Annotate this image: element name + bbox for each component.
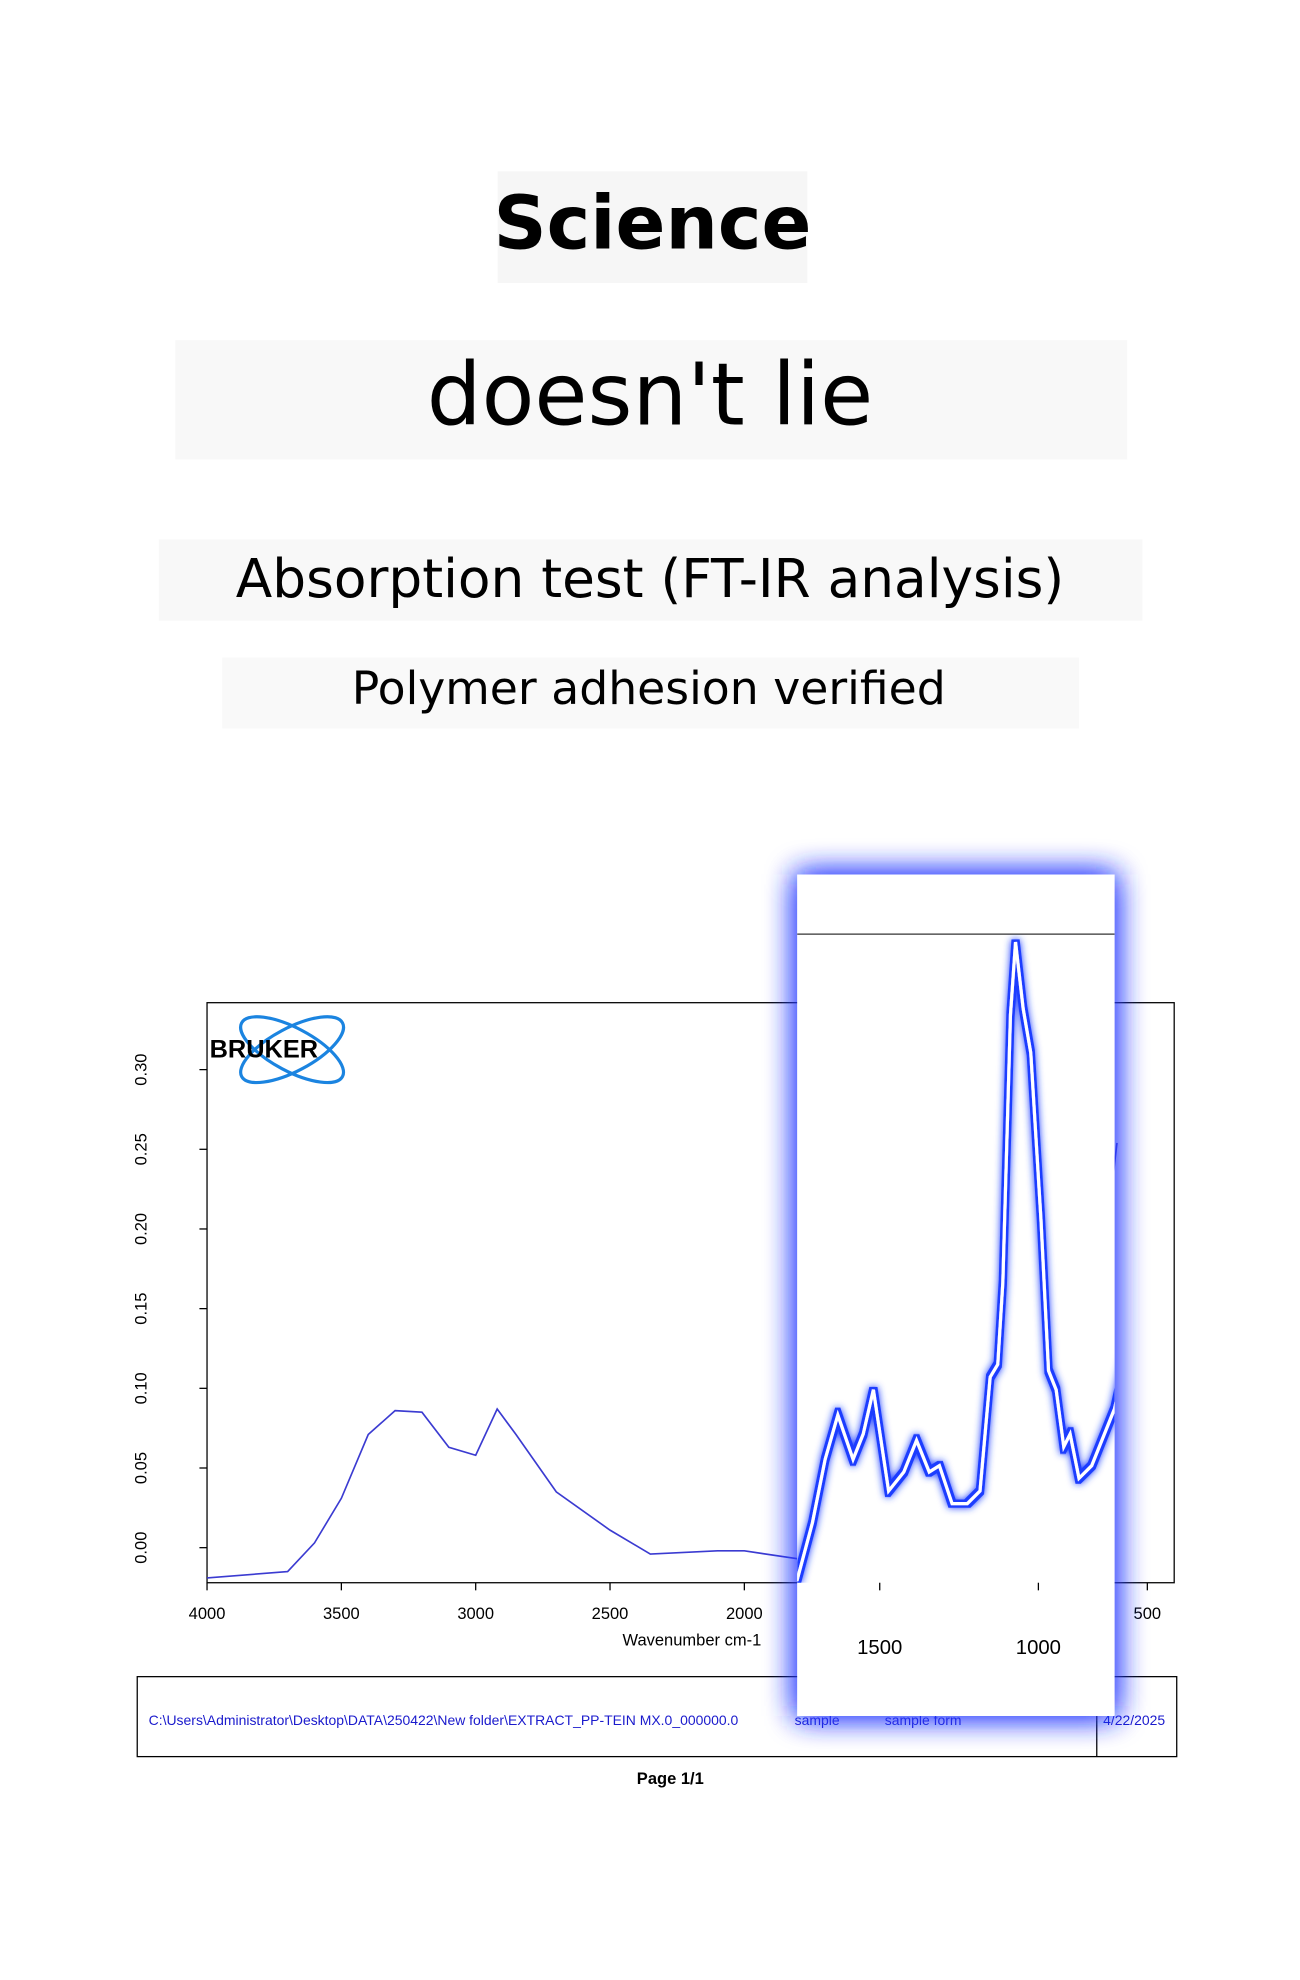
y-tick-label: 0.00 [133, 1532, 151, 1564]
title: Science [494, 181, 812, 266]
date: 4/22/2025 [1103, 1712, 1165, 1728]
x-tick-label: 2000 [726, 1605, 763, 1623]
footer-box [136, 1676, 1178, 1758]
inset-plot: 1500 1000 [797, 941, 1115, 1659]
logo: BRUKER [210, 1015, 346, 1085]
file-path: C:\Users\Administrator\Desktop\DATA\2504… [149, 1712, 739, 1728]
inset-panel [797, 874, 1115, 1716]
page-number: Page 1/1 [637, 1770, 704, 1788]
logo-text: BRUKER [210, 1036, 319, 1064]
x-tick-label: 4000 [189, 1605, 226, 1623]
claim: Polymer adhesion verified [352, 662, 946, 715]
y-tick-label: 0.10 [133, 1372, 151, 1404]
x-tick-label: 500 [1134, 1605, 1162, 1623]
y-tick-label: 0.25 [133, 1133, 151, 1165]
x-tick-label: 3000 [457, 1605, 494, 1623]
y-tick-label: 0.20 [133, 1213, 151, 1245]
subtitle-bg [175, 340, 1128, 460]
y-tick-label: 0.30 [133, 1054, 151, 1086]
y-tick-label: 0.05 [133, 1452, 151, 1484]
title-bg [497, 171, 808, 284]
x-axis-label: Wavenumber cm-1 [623, 1631, 762, 1649]
test-label: Absorption test (FT-IR analysis) [236, 548, 1064, 610]
test-bg [158, 539, 1143, 621]
logo-orbit [239, 1015, 346, 1085]
inset-spectrum-line [797, 941, 1115, 1582]
subtitle: doesn't lie [427, 346, 873, 446]
logo-orbit [239, 1015, 346, 1085]
x-tick-label: 2500 [592, 1605, 629, 1623]
inset-x-tick-label: 1000 [1016, 1637, 1061, 1659]
claim-bg [222, 657, 1079, 729]
plot-frame [206, 1002, 1175, 1584]
x-tick-label: 3500 [323, 1605, 360, 1623]
y-tick-label: 0.15 [133, 1293, 151, 1325]
inset-x-tick-label: 1500 [857, 1637, 902, 1659]
